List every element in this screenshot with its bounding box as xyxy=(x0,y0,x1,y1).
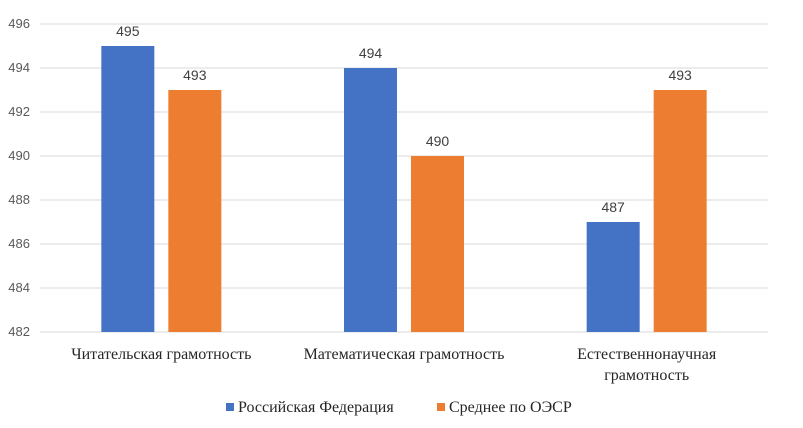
y-tick-label: 484 xyxy=(8,280,30,295)
legend-swatch xyxy=(226,403,234,411)
legend-label: Российская Федерация xyxy=(238,399,394,416)
category-label: грамотность xyxy=(604,367,689,384)
bar-russia xyxy=(344,68,397,332)
y-tick-label: 492 xyxy=(8,104,30,119)
data-label: 494 xyxy=(359,45,383,61)
gridlines xyxy=(40,23,768,333)
bar-russia xyxy=(586,222,640,332)
bar-oecd xyxy=(168,90,222,332)
data-label: 487 xyxy=(601,199,625,215)
bar-oecd xyxy=(653,90,707,332)
y-tick-label: 486 xyxy=(8,236,30,251)
y-axis-tick-labels: 482 484 486 488 490 492 494 496 xyxy=(8,16,30,339)
data-label: 490 xyxy=(426,133,450,149)
bar-oecd xyxy=(411,156,464,332)
bars xyxy=(101,46,707,332)
data-labels: 495 493 494 490 487 493 xyxy=(116,23,692,215)
data-label: 493 xyxy=(183,67,207,83)
category-label: Математическая грамотность xyxy=(304,346,505,363)
y-tick-label: 488 xyxy=(8,192,30,207)
category-labels: Читательская грамотность Математическая г… xyxy=(71,346,717,384)
y-tick-label: 496 xyxy=(8,16,30,31)
category-label: Читательская грамотность xyxy=(71,346,251,363)
y-tick-label: 494 xyxy=(8,60,30,75)
legend-label: Среднее по ОЭСР xyxy=(449,399,572,416)
data-label: 495 xyxy=(116,23,140,39)
legend-swatch xyxy=(437,403,445,411)
bar-russia xyxy=(101,46,155,332)
y-tick-label: 482 xyxy=(8,324,30,339)
category-label: Естественнонаучная xyxy=(577,346,717,363)
y-tick-label: 490 xyxy=(8,148,30,163)
legend: Российская Федерация Среднее по ОЭСР xyxy=(226,399,572,416)
data-label: 493 xyxy=(668,67,692,83)
